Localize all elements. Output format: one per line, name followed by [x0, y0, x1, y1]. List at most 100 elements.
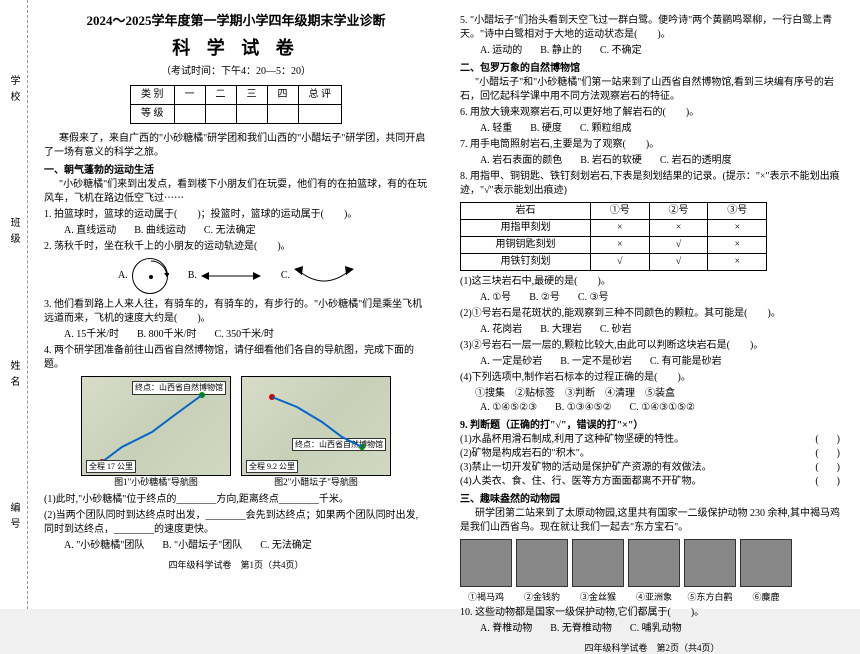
- score-cell: 三: [236, 86, 267, 105]
- question-8d: (4)下列选项中,制作岩石标本的过程正确的是( )。: [460, 371, 844, 385]
- judge-text: (4)人类衣、食、住、行、医等方方面面都离不开矿物。: [460, 475, 702, 489]
- rock-table: 岩石 ①号 ②号 ③号 用指甲刻划 × × × 用铜钥匙刻划 × √ × 用铁钉…: [460, 202, 767, 271]
- question-8a: (1)这三块岩石中,最硬的是( )。: [460, 275, 844, 289]
- option: C. 无法确定: [204, 224, 256, 238]
- option: B. ②号: [529, 291, 560, 305]
- option: A. 脊椎动物: [480, 622, 532, 636]
- score-cell: 等 级: [131, 105, 175, 124]
- paragraph: "小醋坛子"和"小砂糖橘"们第一站来到了山西省自然博物馆,看到三块编有序号的岩石…: [460, 76, 844, 104]
- option: C. 350千米/时: [214, 328, 273, 342]
- binding-label: 编号: [6, 502, 21, 534]
- animal-image: [572, 539, 624, 587]
- rock-cell: ②号: [649, 203, 708, 220]
- question-3: 3. 他们看到路上人来人往，有骑车的，有骑车的，有步行的。"小砂糖橘"们是乘坐飞…: [44, 298, 428, 326]
- animal-image: [516, 539, 568, 587]
- section-2-title: 二、包罗万象的自然博物馆: [460, 62, 844, 76]
- option: B. "小醋坛子"团队: [162, 539, 242, 553]
- option: A. ①④⑤②③: [480, 401, 537, 415]
- arc-icon: [294, 266, 354, 286]
- page-footer: 四年级科学试卷 第2页（共4页）: [460, 642, 844, 654]
- question-5: 5. "小醋坛子"们抬头看到天空飞过一群白鹭。便吟诗"两个黄鹂鸣翠柳，一行白鹭上…: [460, 14, 844, 42]
- diagram-label: C.: [281, 269, 290, 283]
- option: C. 岩石的透明度: [660, 154, 732, 168]
- binding-margin: 学校 班级 姓名 编号: [0, 0, 28, 609]
- option: A. 岩石表面的颜色: [480, 154, 562, 168]
- score-cell: 四: [267, 86, 298, 105]
- option: B. 岩石的软硬: [580, 154, 642, 168]
- question-8b: (2)①号岩石是花斑状的,能观察到三种不同颜色的颗粒。其可能是( )。: [460, 307, 844, 321]
- binding-label: 姓名: [6, 360, 21, 392]
- option: B. 一定不是砂岩: [560, 355, 632, 369]
- question-8: 8. 用指甲、铜钥匙、铁钉刻划岩石,下表是刻划结果的记录。(提示："×"表示不能…: [460, 170, 844, 198]
- option: B. 大理岩: [540, 323, 582, 337]
- option: C. ③号: [578, 291, 609, 305]
- judge-text: (2)矿物是构成岩石的"积木"。: [460, 447, 590, 461]
- option: A. "小砂糖橘"团队: [64, 539, 144, 553]
- exam-title: 2024～2025学年度第一学期小学四年级期末学业诊断: [44, 12, 428, 30]
- rock-cell: ×: [708, 237, 767, 254]
- rock-cell: √: [590, 254, 649, 271]
- question-6: 6. 用放大镜来观察岩石,可以更好地了解岩石的( )。: [460, 106, 844, 120]
- animal-label: ⑥麋鹿: [740, 591, 792, 604]
- score-cell: 二: [205, 86, 236, 105]
- rock-cell: √: [649, 254, 708, 271]
- option: A. 一定是砂岩: [480, 355, 542, 369]
- section-3-title: 三、趣味盎然的动物园: [460, 493, 844, 507]
- bracket: ( ): [815, 447, 844, 461]
- question-2: 2. 荡秋千时，坐在秋千上的小朋友的运动轨迹是( )。: [44, 240, 428, 254]
- paragraph: "小砂糖橘"们来到出发点，看到楼下小朋友们在玩耍，他们有的在拍篮球，有的在玩风车…: [44, 178, 428, 206]
- score-cell: [174, 105, 205, 124]
- question-7: 7. 用手电筒照射岩石,主要是为了观察( )。: [460, 138, 844, 152]
- animal-label: ④亚洲象: [628, 591, 680, 604]
- option: C. 有可能是砂岩: [650, 355, 722, 369]
- right-page: 5. "小醋坛子"们抬头看到天空飞过一群白鹭。便吟诗"两个黄鹂鸣翠柳，一行白鹭上…: [444, 0, 860, 609]
- option: B. 硬度: [530, 122, 562, 136]
- diagram-label: B.: [188, 269, 197, 283]
- score-cell: 类 别: [131, 86, 175, 105]
- rock-cell: ×: [590, 220, 649, 237]
- map-dist: 全程 17 公里: [86, 460, 136, 473]
- option: A. 花岗岩: [480, 323, 522, 337]
- rock-cell: ③号: [708, 203, 767, 220]
- step-list: ①搜集 ②贴标签 ③判断 ④清理 ⑤装盒: [460, 387, 844, 401]
- option: B. 曲线运动: [134, 224, 186, 238]
- bracket: ( ): [815, 433, 844, 447]
- circle-icon: [132, 258, 168, 294]
- question-9-title: 9. 判断题（正确的打"√"，错误的打"×"）: [460, 419, 844, 433]
- bracket: ( ): [815, 475, 844, 489]
- rock-cell: 用铁钉刻划: [461, 254, 591, 271]
- question-8c: (3)②号岩石一层一层的,颗粒比较大,由此可以判断这块岩石是( )。: [460, 339, 844, 353]
- map-2: 终点：山西省自然博物馆 全程 9.2 公里: [241, 376, 391, 476]
- option: B. 静止的: [540, 44, 582, 58]
- score-cell: 一: [174, 86, 205, 105]
- option: A. 直线运动: [64, 224, 116, 238]
- score-cell: [298, 105, 342, 124]
- score-table: 类 别 一 二 三 四 总 评 等 级: [130, 85, 342, 124]
- rock-cell: √: [649, 237, 708, 254]
- animal-image: [628, 539, 680, 587]
- option: A. ①号: [480, 291, 511, 305]
- section-1-title: 一、朝气蓬勃的运动生活: [44, 164, 428, 178]
- binding-label: 学校: [6, 75, 21, 107]
- option: B. ①③④⑤②: [555, 401, 612, 415]
- page-footer: 四年级科学试卷 第1页（共4页）: [44, 559, 428, 572]
- rock-cell: ×: [708, 220, 767, 237]
- trajectory-diagrams: A. B. C.: [44, 258, 428, 294]
- option: C. 砂岩: [600, 323, 632, 337]
- exam-time: （考试时间：下午4：20—5：20）: [44, 65, 428, 79]
- diagram-label: A.: [118, 269, 128, 283]
- map-caption: 图2"小醋坛子"导航图: [241, 476, 391, 489]
- option: B. 800千米/时: [137, 328, 196, 342]
- judge-text: (3)禁止一切开发矿物的活动是保护矿产资源的有效做法。: [460, 461, 712, 475]
- rock-cell: ×: [649, 220, 708, 237]
- option: A. 运动的: [480, 44, 522, 58]
- bracket: ( ): [815, 461, 844, 475]
- option: C. 无法确定: [260, 539, 312, 553]
- option: C. 不确定: [600, 44, 642, 58]
- double-arrow-icon: [201, 269, 261, 283]
- score-cell: 总 评: [298, 86, 342, 105]
- map-caption: 图1"小砂糖橘"导航图: [81, 476, 231, 489]
- animal-label: ①褐马鸡: [460, 591, 512, 604]
- score-cell: [236, 105, 267, 124]
- map-1: 终点：山西省自然博物馆 全程 17 公里: [81, 376, 231, 476]
